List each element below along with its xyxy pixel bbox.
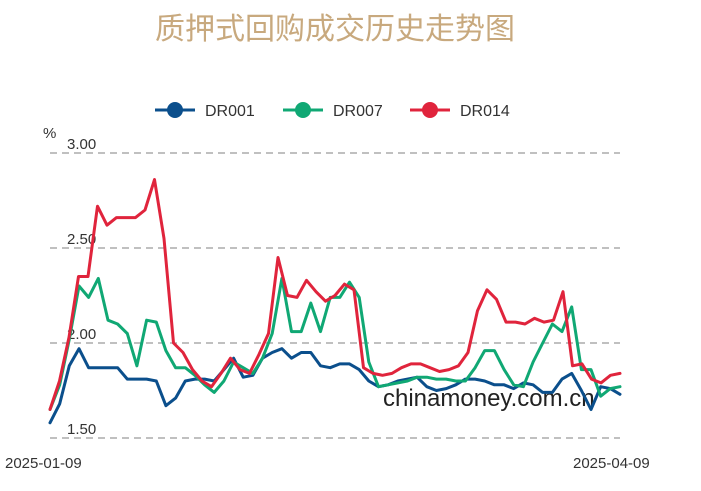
y-tick-label: 3.00 xyxy=(67,136,96,153)
legend-item-dr007[interactable]: DR007 xyxy=(283,102,383,120)
y-axis-ticks: 3.00 2.50 2.00 1.50 xyxy=(67,136,96,438)
series-lines xyxy=(48,178,622,425)
legend-label: DR001 xyxy=(205,103,255,120)
x-axis-end-label: 2025-04-09 xyxy=(573,455,650,472)
legend-item-dr001[interactable]: DR001 xyxy=(155,102,255,120)
y-tick-label: 1.50 xyxy=(67,421,96,438)
legend-marker-icon xyxy=(295,102,311,118)
legend-marker-icon xyxy=(422,102,438,118)
y-tick-label: 2.50 xyxy=(67,231,96,248)
grid xyxy=(50,152,620,439)
watermark: chinamoney.com.cn xyxy=(383,385,595,412)
series-line-dr014 xyxy=(48,178,622,411)
legend-label: DR014 xyxy=(460,103,510,120)
y-tick-label: 2.00 xyxy=(67,326,96,343)
legend-marker-icon xyxy=(167,102,183,118)
series-line-dr007 xyxy=(48,276,622,411)
legend-item-dr014[interactable]: DR014 xyxy=(410,102,510,120)
legend-label: DR007 xyxy=(333,103,383,120)
chart-title: 质押式回购成交历史走势图 xyxy=(155,12,515,47)
x-axis-start-label: 2025-01-09 xyxy=(5,455,82,472)
y-axis-unit: % xyxy=(43,125,56,142)
legend: DR001 DR007 DR014 xyxy=(155,102,510,120)
